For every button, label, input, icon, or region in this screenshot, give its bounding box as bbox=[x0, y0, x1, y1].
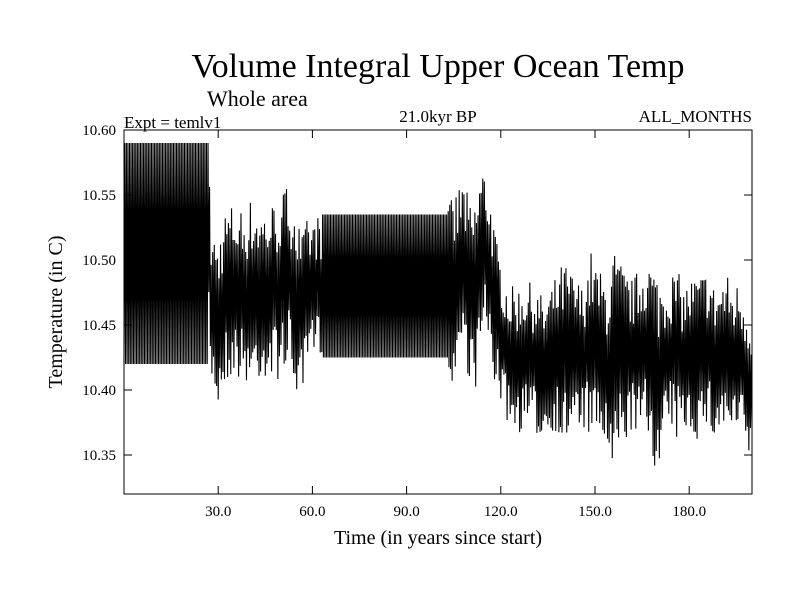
period-label: 21.0kyr BP bbox=[399, 107, 476, 126]
y-tick-label: 10.40 bbox=[82, 383, 116, 399]
y-tick-label: 10.50 bbox=[82, 253, 116, 269]
y-tick-label: 10.35 bbox=[82, 448, 116, 464]
y-tick-label: 10.45 bbox=[82, 318, 116, 334]
x-axis-label: Time (in years since start) bbox=[334, 527, 542, 549]
plot-frame bbox=[123, 129, 753, 495]
x-tick-label: 120.0 bbox=[484, 504, 518, 520]
x-tick-label: 150.0 bbox=[578, 504, 612, 520]
y-tick-label: 10.55 bbox=[82, 188, 116, 204]
x-axis: 30.0 60.0 90.0 120.0 150.0 180.0 bbox=[205, 130, 706, 520]
x-tick-label: 180.0 bbox=[672, 504, 706, 520]
y-tick-label: 10.60 bbox=[82, 123, 116, 139]
y-axis: 10.35 10.40 10.45 10.50 10.55 10.60 bbox=[82, 123, 752, 464]
plot-area bbox=[123, 129, 753, 495]
x-tick-label: 90.0 bbox=[393, 504, 419, 520]
chart-subtitle: Whole area bbox=[207, 86, 308, 111]
series-line bbox=[123, 142, 753, 466]
chart-title: Volume Integral Upper Ocean Temp bbox=[192, 48, 685, 85]
x-tick-label: 60.0 bbox=[299, 504, 325, 520]
y-axis-label: Temperature (in C) bbox=[45, 236, 67, 389]
experiment-label: Expt = temlv1 bbox=[124, 113, 221, 132]
x-tick-label: 30.0 bbox=[205, 504, 231, 520]
months-label: ALL_MONTHS bbox=[639, 107, 752, 126]
